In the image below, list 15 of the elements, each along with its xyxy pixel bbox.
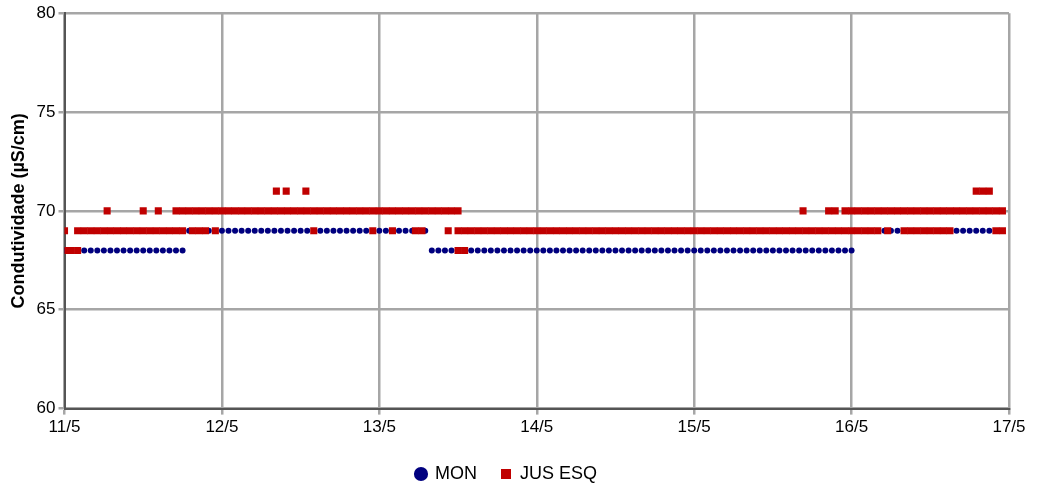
x-tick-label: 15/5 <box>677 417 711 437</box>
x-tick-label: 14/5 <box>520 417 554 437</box>
y-tick-label: 60 <box>36 398 56 418</box>
x-tick-label: 13/5 <box>362 417 396 437</box>
legend-label: MON <box>434 462 477 483</box>
y-tick-label: 80 <box>36 2 56 22</box>
y-tick-label: 65 <box>36 299 56 319</box>
x-tick-label: 16/5 <box>835 417 869 437</box>
x-tick-label: 17/5 <box>992 417 1026 437</box>
y-tick-label: 70 <box>36 200 56 220</box>
x-tick-label: 11/5 <box>48 417 81 437</box>
y-tick-label: 75 <box>36 101 56 121</box>
legend-label: JUS ESQ <box>519 462 598 483</box>
x-tick-label: 12/5 <box>205 417 239 437</box>
y-axis-title: Condutividade (µS/cm) <box>7 113 28 309</box>
